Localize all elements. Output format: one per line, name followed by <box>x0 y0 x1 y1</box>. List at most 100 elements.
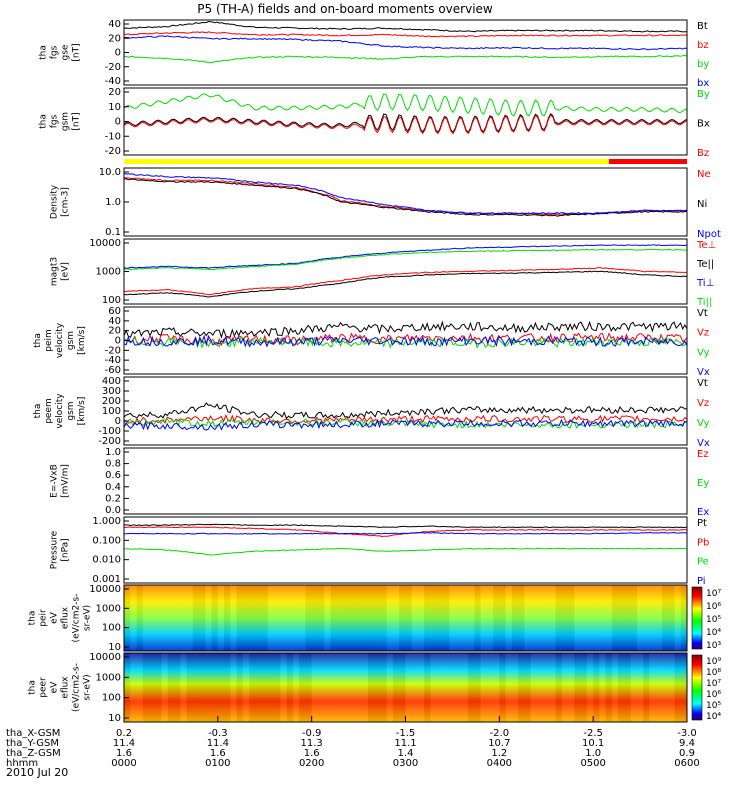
panel-frame <box>123 167 688 237</box>
ephemeris-value: 0100 <box>205 758 230 769</box>
spectrogram-column <box>611 585 619 651</box>
spectrogram-column <box>624 653 631 722</box>
spectrogram-column <box>599 653 606 722</box>
series-line-Vx <box>123 334 688 348</box>
spectrogram-column <box>280 585 287 651</box>
spectrogram-column <box>261 653 268 722</box>
spectrogram-column <box>367 585 375 651</box>
spectrogram-column <box>286 653 293 722</box>
ylabel-line: velocity <box>55 393 65 429</box>
ytick-label: 0 <box>115 416 121 427</box>
ylabel-line: eV <box>50 681 60 694</box>
series-line-Vt <box>123 402 687 420</box>
panel-frame <box>123 584 688 652</box>
spectrogram-column <box>274 653 281 722</box>
ytick-label: -20 <box>105 62 121 73</box>
ylabel-line: [cm-3] <box>61 187 71 217</box>
ytick-label: 200 <box>102 396 121 407</box>
spectrogram-column <box>355 653 362 722</box>
legend-Ez: Ez <box>697 449 709 460</box>
spectrogram-column <box>280 653 287 722</box>
spectrogram-column <box>449 653 456 722</box>
spectrogram-column <box>430 653 437 722</box>
spectrogram-column <box>574 653 581 722</box>
ytick-label: 1000 <box>96 267 121 278</box>
legend-Vz: Vz <box>697 328 709 339</box>
legend-Pb: Pb <box>697 537 709 548</box>
series-line-Bt <box>123 20 688 33</box>
ytick-label: 100 <box>102 295 121 306</box>
legend-Vt: Vt <box>697 308 708 319</box>
spectrogram-column <box>680 653 687 722</box>
status-bar-red <box>609 159 687 164</box>
spectrogram-column <box>643 585 650 651</box>
spectrogram-column <box>574 585 581 651</box>
ephemeris-value: -3.0 <box>677 728 697 739</box>
spectrogram-column <box>286 585 293 651</box>
ytick-label: 10 <box>108 713 121 724</box>
spectrogram-column <box>374 585 381 651</box>
spectrogram-column <box>618 653 625 722</box>
ytick-label: -100 <box>98 426 121 437</box>
spectrogram-column <box>130 653 137 722</box>
spectrogram-column <box>649 585 656 651</box>
legend-Te⊥: Te⊥ <box>696 240 716 251</box>
spectrogram-column <box>336 585 343 651</box>
ephemeris-value: 1.0 <box>585 748 601 759</box>
spectrogram-column <box>230 653 237 722</box>
colorbar-tick: 10⁸ <box>706 668 721 678</box>
spectrogram-column <box>124 653 131 722</box>
panel-9: 10⁷ 10⁶ 10⁵ 10⁴ 10³ 10000 1000 100 10 tha peir eV ef… <box>28 584 722 653</box>
spectrogram-column <box>636 653 644 722</box>
spectrogram-column <box>443 585 450 651</box>
ylabel-line: peem <box>44 398 54 424</box>
spectrogram-column <box>224 653 231 722</box>
colorbar-tick: 10⁶ <box>706 690 721 700</box>
legend-Vt: Vt <box>697 378 708 389</box>
colorbar-tick: 10⁴ <box>706 628 721 638</box>
series-line-Vz <box>123 413 688 426</box>
ylabel-line: [km/s] <box>77 326 87 355</box>
spectrogram-column <box>418 585 425 651</box>
spectrogram-column <box>455 653 462 722</box>
spectrogram-column <box>449 585 456 651</box>
colorbar-fill <box>691 654 703 721</box>
ephemeris-value: 0300 <box>393 758 418 769</box>
series-line-Vy <box>123 418 688 429</box>
status-bar <box>124 159 687 164</box>
ylabel-line: peim <box>44 329 54 352</box>
ephemeris-value: -0.3 <box>208 728 228 739</box>
colorbar: 10⁷ 10⁶ 10⁵ 10⁴ 10³ <box>691 586 721 651</box>
spectrogram-column <box>361 585 368 651</box>
panel-3: 10.0 1.0 0.1 Density [cm-3] Ne Ni Npot <box>50 167 721 240</box>
spectrogram-column <box>499 585 506 651</box>
ylabel-line: eV <box>50 611 60 624</box>
status-bar-yellow <box>124 159 609 164</box>
legend-Vx: Vx <box>697 438 710 449</box>
ylabel-line: tha <box>28 680 38 695</box>
spectrogram-column <box>630 585 637 651</box>
spectrogram-column <box>518 653 525 722</box>
spectrogram-column <box>468 653 475 722</box>
series-line-Bx <box>123 113 688 134</box>
spectrogram-column <box>392 585 400 651</box>
spectrogram-column <box>199 585 206 651</box>
panel-2: 20 10 0 -10 -20 tha fgs gsm [nT] By Bx Bz <box>39 87 710 159</box>
ylabel-line: (eV/cm2-s- <box>72 663 82 712</box>
ephemeris-value: 1.6 <box>304 748 320 759</box>
ephemeris-value: 1.6 <box>116 748 132 759</box>
panel-8: 1.000 0.100 0.010 0.001 Pressure [nPa] Pt Pb Pe P… <box>50 516 710 587</box>
ylabel-line: tha <box>39 45 49 60</box>
ytick-label: -20 <box>105 345 121 356</box>
spectrogram-column <box>561 653 569 722</box>
legend-Vy: Vy <box>697 418 710 429</box>
spectrogram-column <box>305 653 312 722</box>
series-line-Bz <box>123 114 688 135</box>
spectrogram-column <box>149 653 156 722</box>
legend-Bt: Bt <box>697 21 708 32</box>
ephemeris-row-label: tha_Z-GSM <box>6 748 61 759</box>
ylabel-line: gsm <box>66 331 76 350</box>
ytick-label: 40 <box>108 19 121 30</box>
